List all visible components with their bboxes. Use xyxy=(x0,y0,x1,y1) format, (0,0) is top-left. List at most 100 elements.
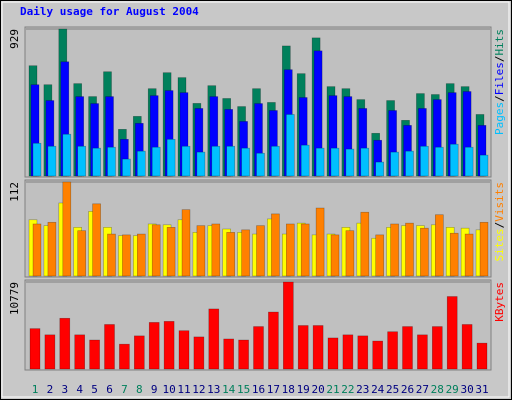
x-tick-label: 17 xyxy=(267,383,280,396)
bar xyxy=(449,143,459,177)
bar xyxy=(166,227,176,277)
bar xyxy=(464,146,474,177)
bar xyxy=(297,325,309,370)
x-tick-label: 13 xyxy=(207,383,220,396)
y-tick-label: 929 xyxy=(8,29,21,49)
x-tick-label: 27 xyxy=(416,383,429,396)
x-tick-label: 4 xyxy=(76,383,83,396)
bar xyxy=(405,150,414,177)
x-tick-label: 6 xyxy=(106,383,113,396)
bar xyxy=(345,230,355,277)
bar xyxy=(271,213,280,277)
x-tick-label: 19 xyxy=(297,383,310,396)
x-tick-label: 14 xyxy=(222,383,236,396)
bar xyxy=(431,326,443,370)
bar xyxy=(181,145,191,177)
bar xyxy=(151,224,161,277)
bar xyxy=(178,330,190,370)
bar xyxy=(196,225,206,277)
bar xyxy=(208,308,220,370)
x-tick-label: 23 xyxy=(356,383,369,396)
bar xyxy=(312,325,324,370)
bar xyxy=(238,339,249,370)
bar xyxy=(476,342,488,370)
legend: KBytes xyxy=(493,282,506,322)
bar xyxy=(315,207,325,277)
bar xyxy=(92,203,101,277)
bar xyxy=(47,145,57,177)
bar xyxy=(464,233,474,277)
bar xyxy=(59,317,71,370)
legend-separator: / xyxy=(493,95,506,102)
x-tick-label: 15 xyxy=(237,383,250,396)
bar xyxy=(122,158,131,177)
legend-entry: Sites xyxy=(493,228,506,261)
bar xyxy=(77,230,86,277)
x-tick-label: 12 xyxy=(192,383,205,396)
bar xyxy=(300,144,310,177)
legend-separator: / xyxy=(493,222,506,229)
bar xyxy=(256,225,265,277)
bar xyxy=(390,223,399,277)
bar xyxy=(166,138,176,177)
bar xyxy=(405,222,414,277)
legend: Pages/Files/Hits xyxy=(493,29,506,135)
bar xyxy=(148,322,160,370)
bar xyxy=(137,233,146,277)
x-tick-label: 24 xyxy=(371,383,385,396)
bar xyxy=(420,145,429,177)
x-tick-label: 20 xyxy=(311,383,324,396)
bar xyxy=(107,233,116,277)
bar xyxy=(417,334,428,370)
legend-entry: Files xyxy=(493,62,506,95)
x-tick-label: 8 xyxy=(136,383,143,396)
bar xyxy=(193,336,205,370)
bar xyxy=(211,223,221,277)
bar xyxy=(44,334,56,370)
bar xyxy=(89,339,100,370)
bar xyxy=(107,146,116,177)
bar xyxy=(119,343,130,370)
bar xyxy=(137,150,146,177)
bar xyxy=(479,154,489,177)
bar xyxy=(285,114,295,177)
bar xyxy=(375,161,385,177)
bar xyxy=(268,311,279,370)
bar xyxy=(151,146,161,177)
x-tick-label: 16 xyxy=(252,383,265,396)
bar xyxy=(256,152,265,177)
bar xyxy=(330,234,340,277)
bar xyxy=(342,334,354,370)
bar xyxy=(32,223,42,277)
bar xyxy=(282,281,294,370)
x-tick-label: 18 xyxy=(282,383,295,396)
x-tick-label: 10 xyxy=(162,383,175,396)
bar xyxy=(62,133,72,177)
bar xyxy=(181,209,191,277)
legend-entry: Visits xyxy=(493,182,506,222)
bar xyxy=(315,147,325,177)
bar xyxy=(449,232,459,277)
bar xyxy=(345,148,355,177)
y-tick-label: 10779 xyxy=(8,282,21,315)
bar xyxy=(92,147,101,177)
bar xyxy=(402,326,413,370)
bar xyxy=(104,324,115,370)
x-tick-label: 31 xyxy=(475,383,488,396)
bar xyxy=(47,221,57,277)
bar xyxy=(360,211,370,277)
bar xyxy=(420,227,429,277)
bar xyxy=(29,328,41,370)
chart-title: Daily usage for August 2004 xyxy=(20,5,199,18)
bar xyxy=(375,234,385,277)
x-tick-label: 3 xyxy=(61,383,68,396)
bar xyxy=(223,338,234,370)
bar xyxy=(32,142,42,177)
bar xyxy=(372,340,384,370)
x-tick-label: 26 xyxy=(401,383,414,396)
x-tick-label: 30 xyxy=(460,383,473,396)
legend-entry: Hits xyxy=(493,29,506,56)
x-tick-label: 22 xyxy=(341,383,354,396)
bar xyxy=(226,232,235,277)
